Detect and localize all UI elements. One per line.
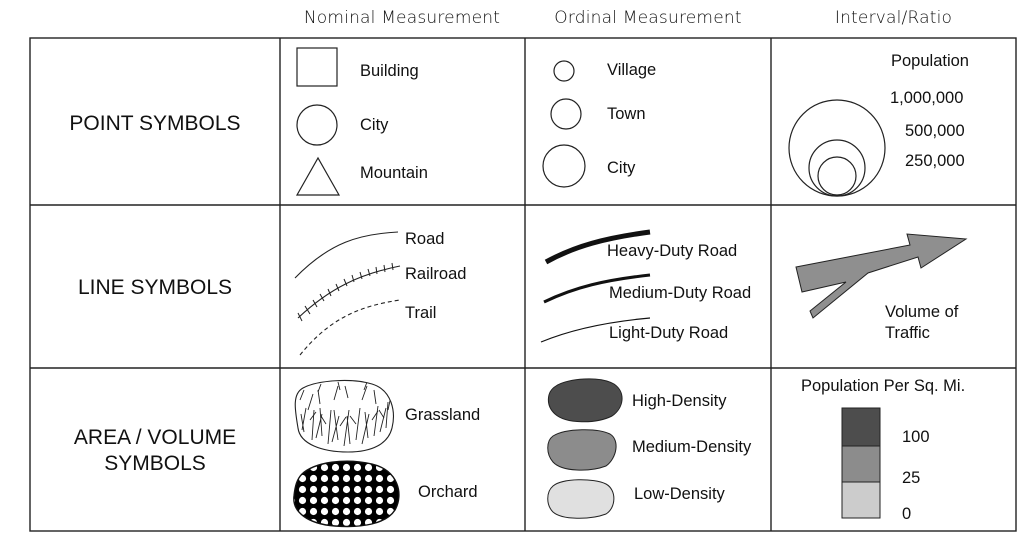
orchard-area-icon — [293, 460, 400, 528]
railroad-line — [297, 265, 401, 319]
row-label-point-symbols: POINT SYMBOLS — [69, 112, 241, 135]
row-label-area-volume: AREA / VOLUME — [73, 426, 237, 449]
label-orchard: Orchard — [418, 483, 478, 501]
header-ordinal: Ordinal Measurement — [554, 8, 742, 28]
label-road: Road — [405, 230, 445, 248]
label-light-duty-road: Light-Duty Road — [609, 324, 729, 342]
medium-density-area-icon — [547, 429, 617, 471]
header-nominal: Nominal Measurement — [303, 8, 501, 28]
label-1000000: 1,000,000 — [890, 89, 964, 107]
label-medium-duty-road: Medium-Duty Road — [609, 284, 752, 302]
grassland-area-icon — [294, 380, 394, 453]
label-population-per-sq-mi: Population Per Sq. Mi. — [801, 377, 966, 395]
heavy-duty-road-line — [544, 229, 651, 265]
label-heavy-duty-road: Heavy-Duty Road — [607, 242, 738, 260]
table-grid — [29, 37, 1017, 532]
header-interval: Interval/Ratio — [834, 8, 953, 28]
road-line — [294, 231, 399, 279]
building-square-icon — [296, 47, 338, 87]
label-500000: 500,000 — [905, 122, 965, 140]
label-high-density: High-Density — [632, 392, 727, 410]
label-scale-100: 100 — [902, 428, 930, 446]
low-density-area-icon — [547, 479, 615, 519]
village-circle-icon — [553, 60, 575, 82]
label-scale-0: 0 — [902, 505, 912, 523]
high-density-area-icon — [547, 378, 623, 423]
city-circle-icon — [296, 104, 338, 146]
label-trail: Trail — [405, 304, 437, 322]
label-town: Town — [607, 105, 646, 123]
label-mountain: Mountain — [360, 164, 428, 182]
traffic-flow-arrow-icon — [795, 233, 968, 319]
label-city: City — [360, 116, 389, 134]
label-scale-25: 25 — [902, 469, 921, 487]
label-railroad: Railroad — [405, 265, 467, 283]
label-grassland: Grassland — [405, 406, 481, 424]
light-duty-road-line — [540, 317, 651, 343]
trail-line — [299, 299, 401, 356]
mountain-triangle-icon — [295, 156, 341, 196]
label-low-density: Low-Density — [634, 485, 725, 503]
label-population: Population — [891, 52, 969, 70]
label-medium-density: Medium-Density — [632, 438, 752, 456]
label-village: Village — [607, 61, 657, 79]
railroad-ties — [297, 262, 394, 322]
label-traffic: Traffic — [885, 324, 930, 342]
row-label-area-symbols: SYMBOLS — [104, 452, 206, 475]
medium-duty-road-line — [543, 273, 651, 304]
label-ordinal-city: City — [607, 159, 636, 177]
population-density-scale — [841, 407, 881, 519]
proportional-circles — [788, 99, 886, 197]
ordinal-city-circle-icon — [542, 144, 586, 188]
label-250000: 250,000 — [905, 152, 965, 170]
row-label-line-symbols: LINE SYMBOLS — [77, 276, 233, 299]
label-building: Building — [360, 62, 419, 80]
label-volume-of: Volume of — [885, 303, 959, 321]
town-circle-icon — [550, 98, 582, 130]
